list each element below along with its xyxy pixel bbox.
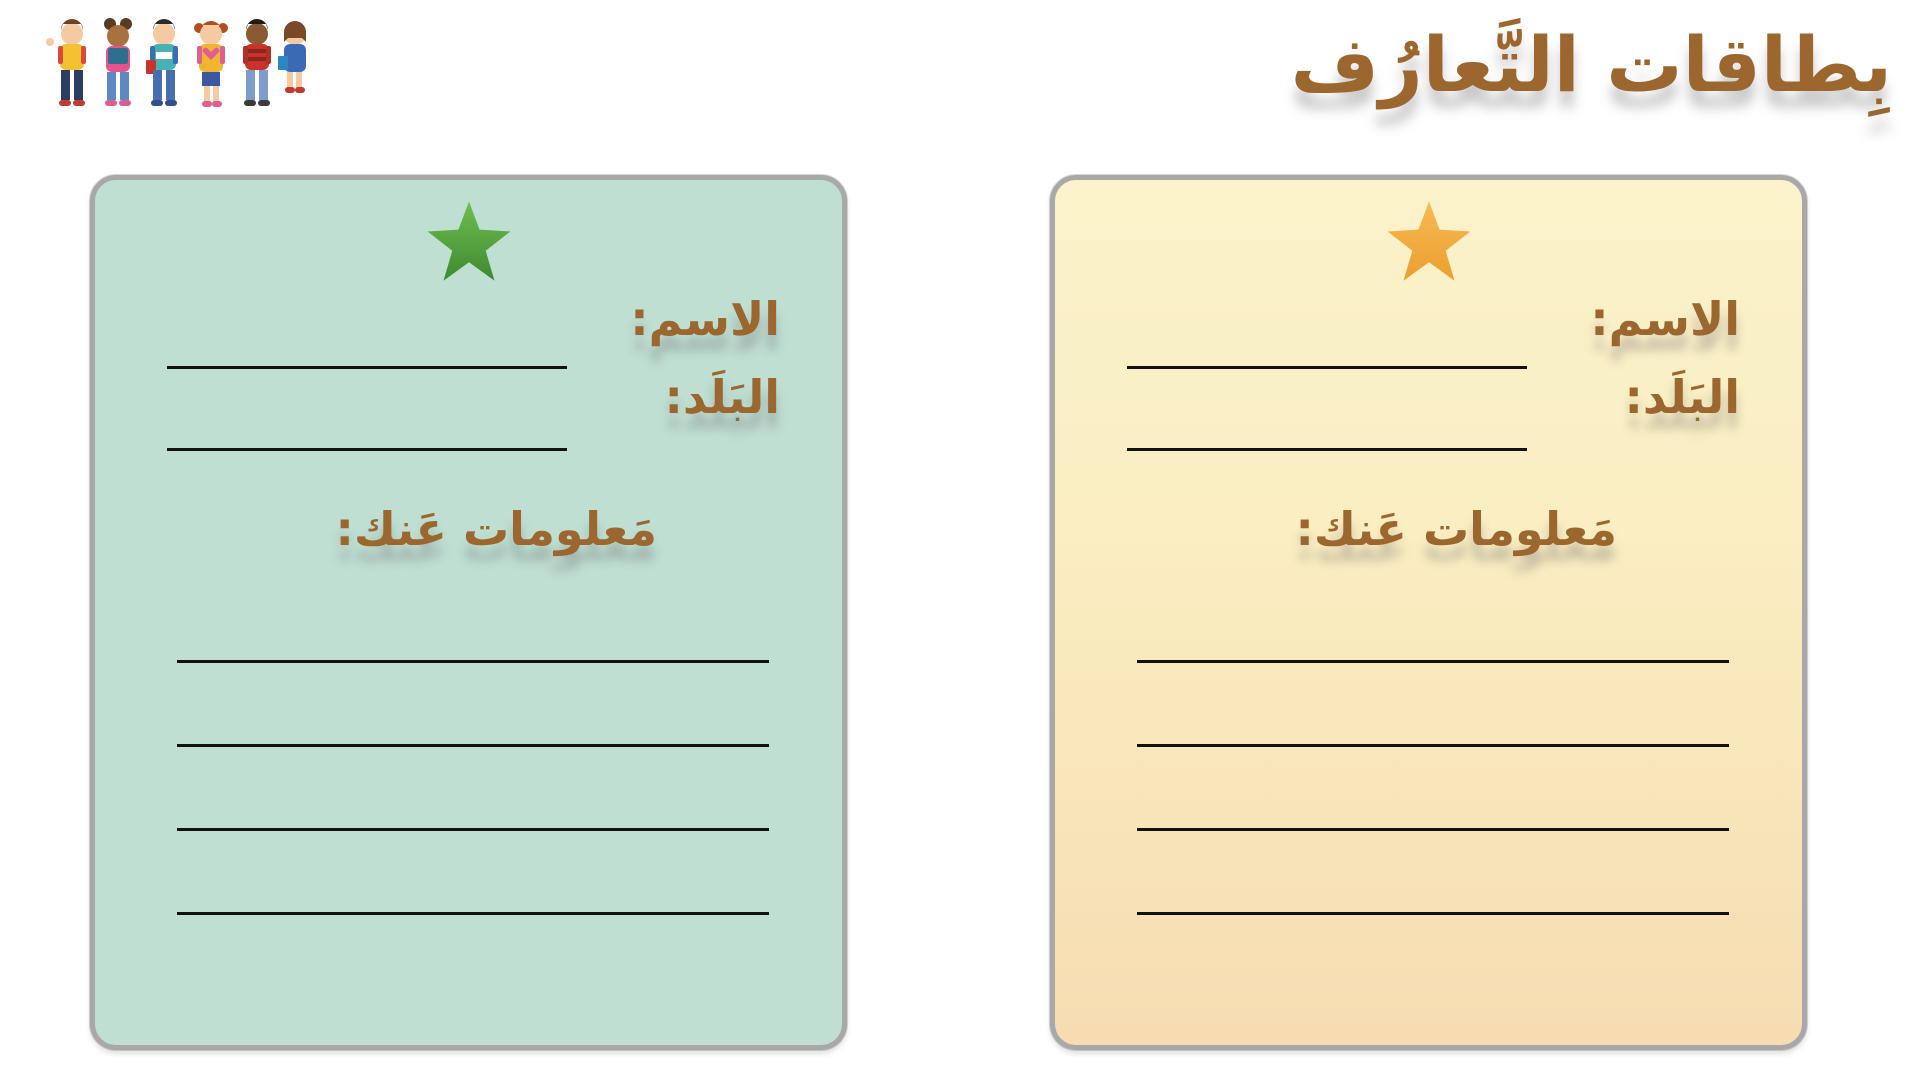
page-title: بِطاقات التَّعارُف xyxy=(1290,20,1892,109)
name-blank-line xyxy=(1127,366,1527,369)
child-3 xyxy=(146,19,178,106)
about-you-heading: مَعلومات عَنك: xyxy=(335,502,657,556)
info-blank-line xyxy=(1137,660,1729,663)
about-you-heading: مَعلومات عَنك: xyxy=(1295,502,1617,556)
name-label: الاسم: xyxy=(630,292,780,346)
country-blank-line xyxy=(167,448,567,451)
info-blank-line xyxy=(177,912,769,915)
info-blank-line xyxy=(1137,912,1729,915)
country-blank-line xyxy=(1127,448,1527,451)
country-label: البَلَد: xyxy=(664,370,780,424)
country-label: البَلَد: xyxy=(1624,370,1740,424)
children-illustration xyxy=(46,18,306,107)
info-blank-line xyxy=(177,744,769,747)
child-1 xyxy=(46,19,86,106)
intro-card-teal: الاسم: البَلَد: مَعلومات عَنك: xyxy=(90,175,847,1050)
info-blank-line xyxy=(1137,828,1729,831)
child-4 xyxy=(194,21,228,107)
info-blank-line xyxy=(1137,744,1729,747)
green-star-icon xyxy=(427,201,510,281)
orange-star-icon xyxy=(1387,201,1470,281)
name-label: الاسم: xyxy=(1590,292,1740,346)
child-5 xyxy=(243,19,271,106)
info-blank-line xyxy=(177,828,769,831)
name-blank-line xyxy=(167,366,567,369)
child-6 xyxy=(278,21,306,93)
info-blank-line xyxy=(177,660,769,663)
intro-card-peach: الاسم: البَلَد: مَعلومات عَنك: xyxy=(1050,175,1807,1050)
child-2 xyxy=(104,18,132,106)
